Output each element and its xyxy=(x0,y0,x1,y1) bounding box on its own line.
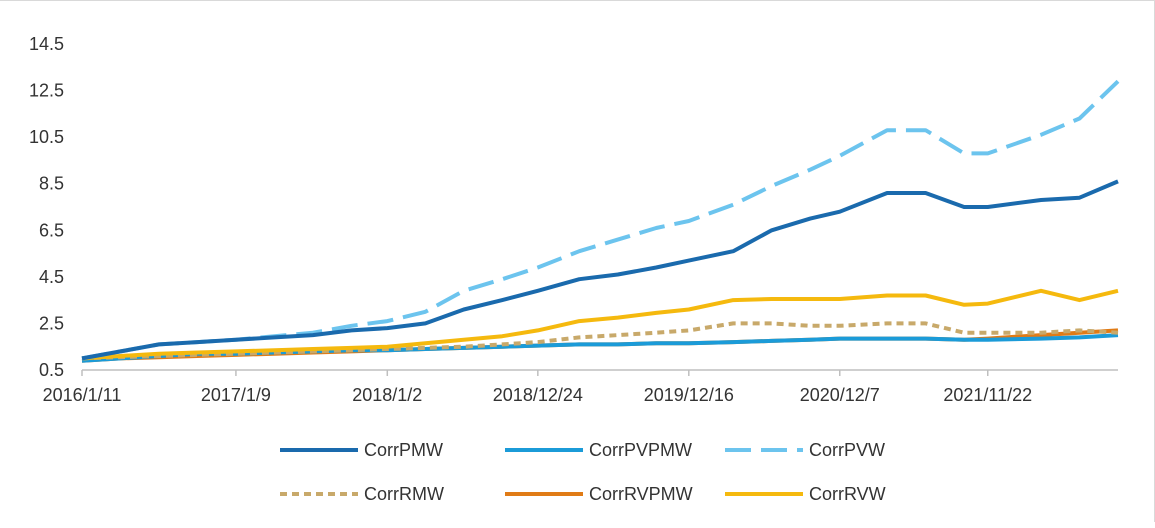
x-tick-label: 2018/12/24 xyxy=(493,385,583,405)
x-tick-label: 2021/11/22 xyxy=(943,385,1032,405)
y-tick-label: 2.5 xyxy=(39,313,64,333)
legend-label: CorrRVW xyxy=(809,484,886,504)
y-tick-label: 4.5 xyxy=(39,267,64,287)
series-line-CorrPVW xyxy=(81,79,1120,361)
x-tick-label: 2019/12/16 xyxy=(644,385,734,405)
legend-item-CorrPMW: CorrPMW xyxy=(280,440,443,460)
legend-label: CorrRMW xyxy=(364,484,444,504)
y-tick-label: 0.5 xyxy=(39,360,64,380)
x-tick-label: 2020/12/7 xyxy=(800,385,880,405)
y-tick-label: 8.5 xyxy=(39,174,64,194)
legend-item-CorrRVPMW: CorrRVPMW xyxy=(505,484,693,504)
x-tick-label: 2016/1/11 xyxy=(43,385,122,405)
legend-label: CorrRVPMW xyxy=(589,484,693,504)
y-tick-label: 14.5 xyxy=(29,34,64,54)
legend-item-CorrPVW: CorrPVW xyxy=(725,440,885,460)
y-tick-label: 12.5 xyxy=(29,81,64,101)
series-line-CorrRMW xyxy=(81,321,1119,361)
x-tick-label: 2018/1/2 xyxy=(352,385,422,405)
legend-item-CorrPVPMW: CorrPVPMW xyxy=(505,440,692,460)
legend-item-CorrRMW: CorrRMW xyxy=(280,484,444,504)
y-tick-label: 6.5 xyxy=(39,220,64,240)
y-axis-tick-labels: 0.5 2.5 4.5 6.5 8.5 10.5 12.5 14.5 xyxy=(29,34,64,380)
series-line-CorrPMW xyxy=(81,179,1119,361)
legend-label: CorrPMW xyxy=(364,440,443,460)
x-tick-label: 2017/1/9 xyxy=(201,385,271,405)
legend-label: CorrPVPMW xyxy=(589,440,692,460)
legend: CorrPMW CorrPVPMW CorrPVW CorrRMW CorrRVPMW C… xyxy=(280,440,886,504)
legend-label: CorrPVW xyxy=(809,440,885,460)
x-axis: 2016/1/11 2017/1/9 2018/1/2 2018/12/24 2019/… xyxy=(43,369,1118,405)
series-line-CorrRVW xyxy=(81,288,1119,361)
series-lines xyxy=(81,79,1120,363)
y-tick-label: 10.5 xyxy=(29,127,64,147)
legend-item-CorrRVW: CorrRVW xyxy=(725,484,886,504)
